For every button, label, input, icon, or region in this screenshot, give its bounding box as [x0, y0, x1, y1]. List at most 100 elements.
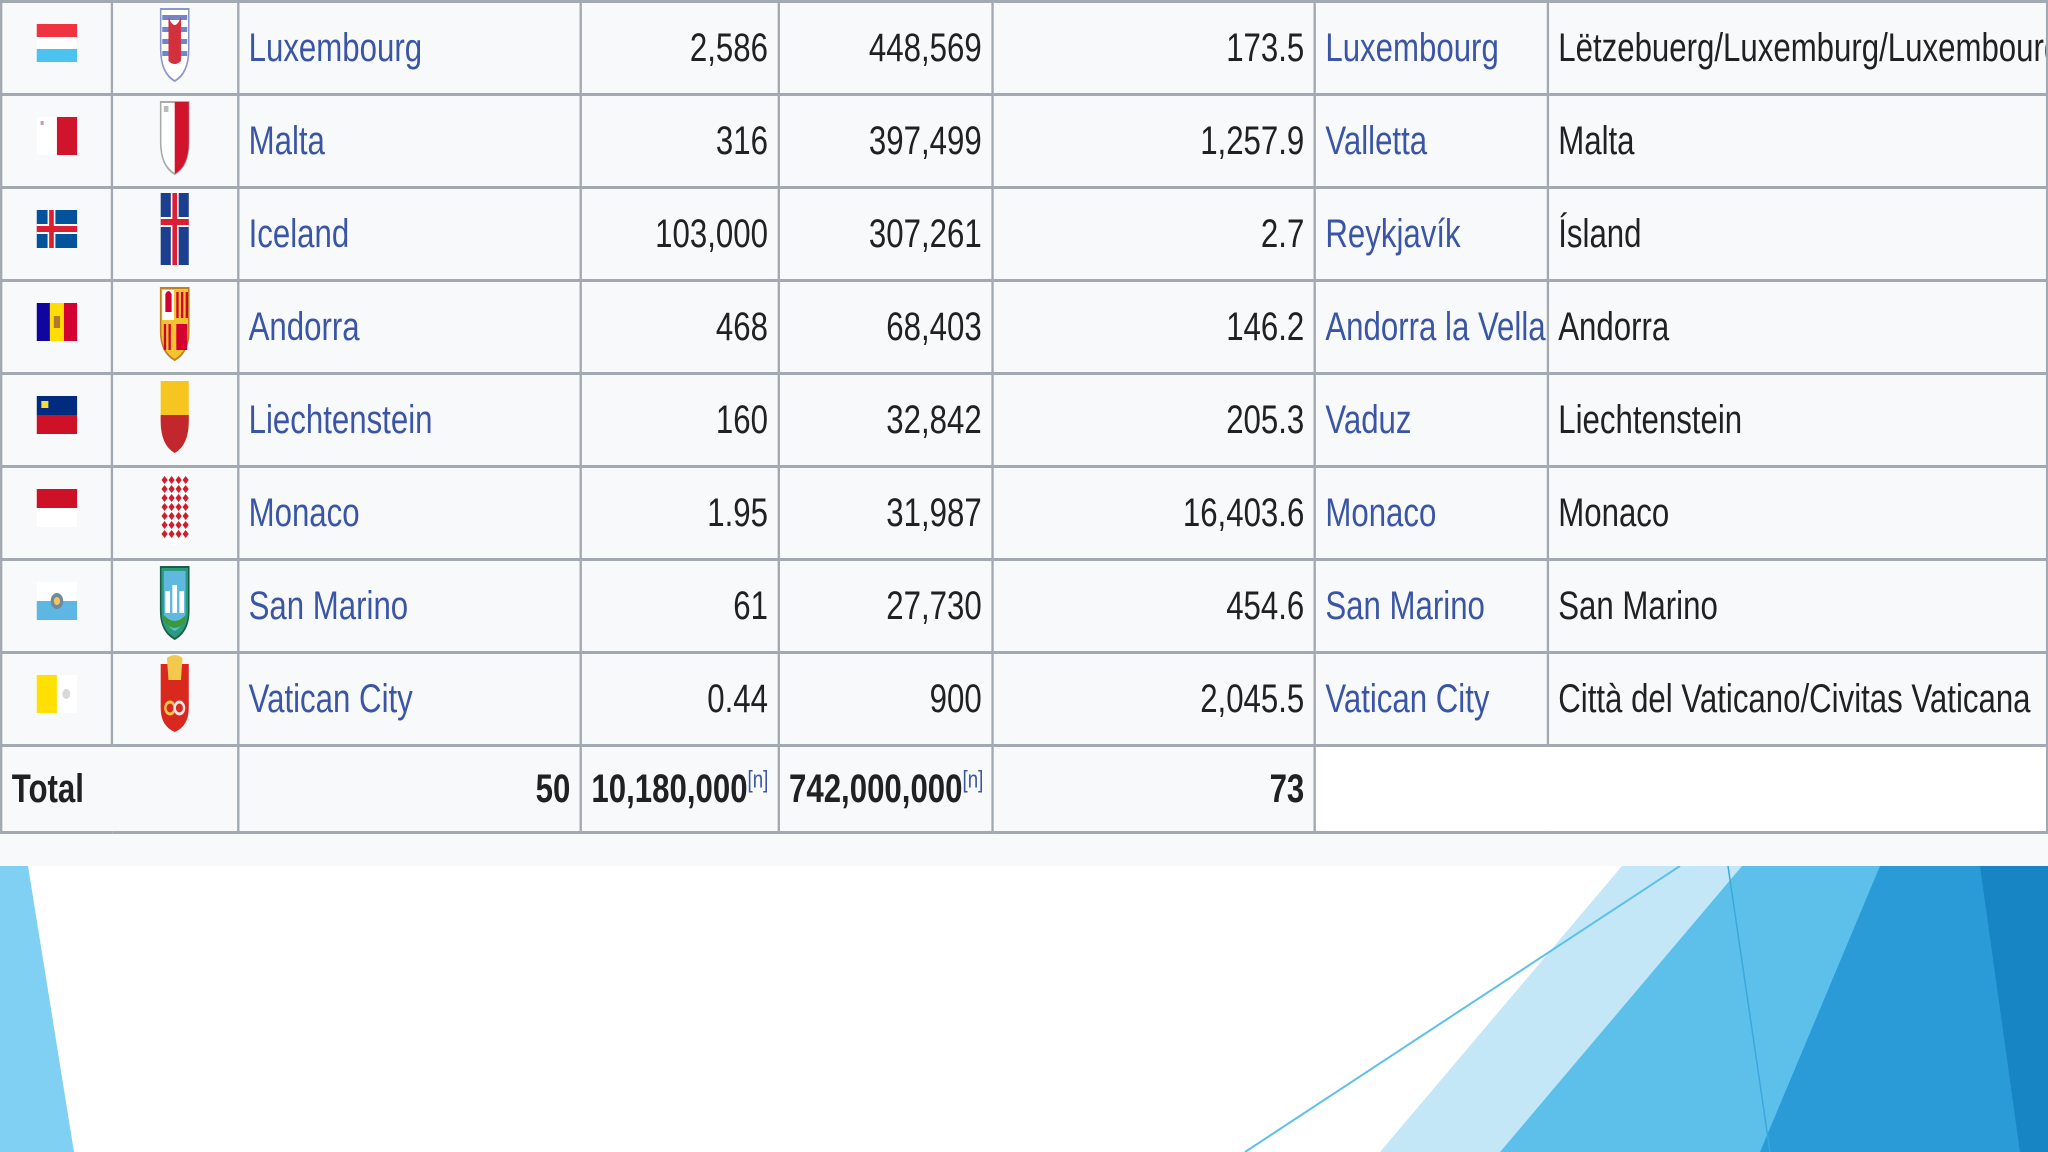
coat-of-arms-cell	[110, 186, 240, 282]
population-cell: 397,499	[777, 93, 994, 189]
table-row-liechtenstein: Liechtenstein 160 32,842 205.3 Vaduz Lie…	[0, 372, 2048, 468]
country-link[interactable]: Luxembourg	[236, 0, 583, 96]
states-table: Luxembourg 2,586 448,569 173.5 Luxembour…	[0, 0, 2048, 834]
capital-link[interactable]: Vaduz	[1313, 372, 1549, 468]
density-cell: 454.6	[991, 558, 1316, 654]
flag-cell	[0, 372, 114, 468]
liechtenstein-flag-icon[interactable]	[36, 396, 77, 444]
capital-link[interactable]: Valletta	[1313, 93, 1549, 189]
flag-cell	[0, 558, 114, 654]
population-cell: 307,261	[777, 186, 994, 282]
area-cell: 160	[579, 372, 780, 468]
vatican-coat-of-arms-icon[interactable]	[158, 655, 192, 743]
liechtenstein-coat-of-arms-icon[interactable]	[158, 377, 192, 464]
malta-flag-icon[interactable]	[36, 117, 77, 165]
area-cell: 1.95	[579, 465, 780, 561]
thin-diagonal-line-2	[1727, 865, 1771, 1152]
footnote-link[interactable]: [n]	[747, 766, 769, 794]
flag-cell	[0, 465, 114, 561]
country-link[interactable]: Iceland	[236, 186, 583, 282]
andorra-flag-icon[interactable]	[36, 303, 77, 351]
right-deep-shape	[1980, 866, 2048, 1152]
area-cell: 316	[579, 93, 780, 189]
capital-link[interactable]: San Marino	[1313, 558, 1549, 654]
total-label: Total	[0, 744, 240, 834]
thin-diagonal-line	[1244, 865, 1681, 1152]
country-link[interactable]: Andorra	[236, 279, 583, 375]
native-name-cell: Città del Vaticano/Civitas Vaticana	[1546, 651, 2048, 747]
states-table-container: Luxembourg 2,586 448,569 173.5 Luxembour…	[0, 0, 2048, 834]
country-link[interactable]: Malta	[236, 93, 583, 189]
population-cell: 900	[777, 651, 994, 747]
population-cell: 448,569	[777, 0, 994, 96]
country-link[interactable]: Vatican City	[236, 651, 583, 747]
area-cell: 103,000	[579, 186, 780, 282]
capital-link[interactable]: Monaco	[1313, 465, 1549, 561]
flag-cell	[0, 279, 114, 375]
capital-link[interactable]: Vatican City	[1313, 651, 1549, 747]
capital-link[interactable]: Luxembourg	[1313, 0, 1549, 96]
malta-coat-of-arms-icon[interactable]	[158, 98, 192, 185]
table-row-malta: Malta 316 397,499 1,257.9 Valletta Malta	[0, 93, 2048, 189]
left-accent-shape	[0, 866, 74, 1152]
density-cell: 16,403.6	[991, 465, 1316, 561]
country-link[interactable]: Liechtenstein	[236, 372, 583, 468]
total-row: Total 50 10,180,000[n] 742,000,000[n] 73	[0, 744, 2048, 834]
total-count: 50	[236, 744, 583, 834]
luxembourg-coat-of-arms-icon[interactable]	[158, 5, 192, 92]
coat-of-arms-cell	[110, 372, 240, 468]
total-empty-cell	[1313, 744, 2048, 834]
san-marino-coat-of-arms-icon[interactable]	[158, 563, 192, 650]
total-area: 10,180,000[n]	[579, 744, 780, 834]
area-cell: 61	[579, 558, 780, 654]
monaco-flag-icon[interactable]	[36, 489, 77, 537]
native-name-cell: San Marino	[1546, 558, 2048, 654]
density-cell: 1,257.9	[991, 93, 1316, 189]
luxembourg-flag-icon[interactable]	[36, 24, 77, 72]
native-name-cell: Andorra	[1546, 279, 2048, 375]
iceland-flag-icon[interactable]	[36, 210, 77, 258]
table-row-vatican-city: Vatican City 0.44 900 2,045.5 Vatican Ci…	[0, 651, 2048, 747]
coat-of-arms-cell	[110, 0, 240, 96]
area-cell: 2,586	[579, 0, 780, 96]
san-marino-flag-icon[interactable]	[36, 582, 77, 630]
table-row-luxembourg: Luxembourg 2,586 448,569 173.5 Luxembour…	[0, 0, 2048, 96]
capital-link[interactable]: Reykjavík	[1313, 186, 1549, 282]
coat-of-arms-cell	[110, 93, 240, 189]
flag-cell	[0, 93, 114, 189]
flag-cell	[0, 0, 114, 96]
vatican-flag-icon[interactable]	[36, 675, 77, 723]
coat-of-arms-cell	[110, 279, 240, 375]
table-row-monaco: Monaco 1.95 31,987 16,403.6 Monaco Monac…	[0, 465, 2048, 561]
total-density: 73	[991, 744, 1316, 834]
native-name-cell: Monaco	[1546, 465, 2048, 561]
population-cell: 32,842	[777, 372, 994, 468]
flag-cell	[0, 186, 114, 282]
density-cell: 146.2	[991, 279, 1316, 375]
native-name-cell: Liechtenstein	[1546, 372, 2048, 468]
density-cell: 2.7	[991, 186, 1316, 282]
density-cell: 205.3	[991, 372, 1316, 468]
native-name-cell: Ísland	[1546, 186, 2048, 282]
country-link[interactable]: Monaco	[236, 465, 583, 561]
population-cell: 27,730	[777, 558, 994, 654]
flag-cell	[0, 651, 114, 747]
right-light-shape	[1380, 866, 1742, 1152]
area-cell: 0.44	[579, 651, 780, 747]
total-population: 742,000,000[n]	[777, 744, 994, 834]
coat-of-arms-cell	[110, 465, 240, 561]
density-cell: 173.5	[991, 0, 1316, 96]
monaco-coat-of-arms-icon[interactable]	[158, 470, 192, 557]
table-row-iceland: Iceland 103,000 307,261 2.7 Reykjavík Ís…	[0, 186, 2048, 282]
iceland-coat-of-arms-icon[interactable]	[158, 191, 192, 278]
capital-link[interactable]: Andorra la Vella	[1313, 279, 1549, 375]
coat-of-arms-cell	[110, 651, 240, 747]
country-link[interactable]: San Marino	[236, 558, 583, 654]
footnote-link[interactable]: [n]	[962, 766, 984, 794]
population-cell: 68,403	[777, 279, 994, 375]
andorra-coat-of-arms-icon[interactable]	[158, 284, 192, 371]
table-row-san-marino: San Marino 61 27,730 454.6 San Marino Sa…	[0, 558, 2048, 654]
native-name-cell: Malta	[1546, 93, 2048, 189]
native-name-cell: Lëtzebuerg/Luxemburg/Luxembourg	[1546, 0, 2048, 96]
